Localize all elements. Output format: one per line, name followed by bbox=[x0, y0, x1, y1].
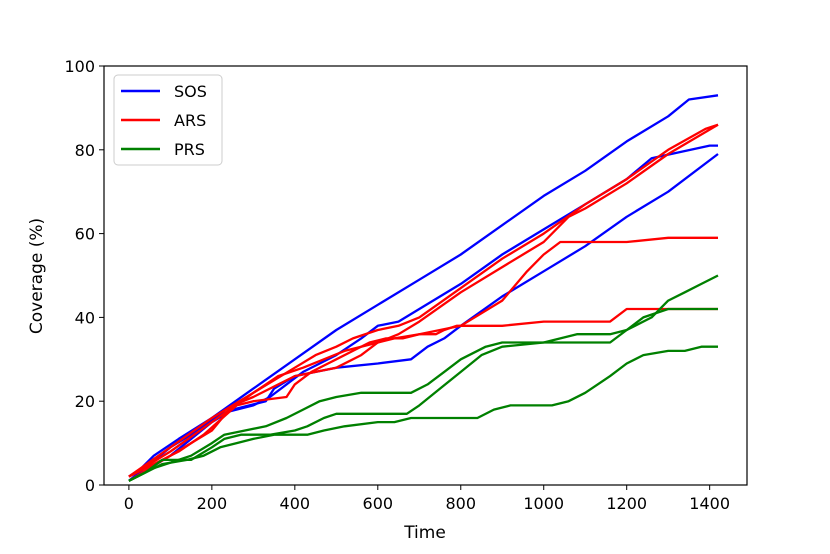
y-tick-label: 100 bbox=[64, 57, 95, 76]
series-line-prs-9 bbox=[128, 307, 718, 482]
plot-area-frame bbox=[103, 65, 748, 486]
series-line-prs-10 bbox=[128, 345, 718, 482]
series-line-ars-7 bbox=[128, 307, 718, 478]
x-axis-ticks: 0 200 400 600 800 1000 1200 1400 bbox=[124, 485, 730, 513]
x-tick-label: 600 bbox=[363, 494, 394, 513]
x-tick-label: 200 bbox=[197, 494, 228, 513]
x-tick-label: 400 bbox=[280, 494, 311, 513]
legend-label-sos: SOS bbox=[174, 82, 207, 101]
series-line-ars-5 bbox=[128, 123, 719, 482]
x-tick-label: 1000 bbox=[523, 494, 564, 513]
x-tick-label: 1400 bbox=[689, 494, 730, 513]
x-tick-label: 0 bbox=[124, 494, 134, 513]
y-tick-label: 0 bbox=[85, 476, 95, 495]
x-axis-label: Time bbox=[403, 523, 446, 543]
series-line-sos-3 bbox=[128, 153, 719, 482]
y-tick-label: 20 bbox=[75, 392, 95, 411]
x-tick-label: 800 bbox=[445, 494, 476, 513]
y-tick-label: 80 bbox=[75, 141, 95, 160]
y-axis-label: Coverage (%) bbox=[27, 218, 47, 334]
legend-box bbox=[113, 74, 223, 166]
x-tick-label: 1200 bbox=[606, 494, 647, 513]
legend: SOS ARS PRS bbox=[113, 74, 223, 166]
y-axis-ticks: 0 20 40 60 80 100 bbox=[64, 57, 104, 495]
y-tick-label: 40 bbox=[75, 308, 95, 327]
legend-label-ars: ARS bbox=[174, 111, 206, 130]
series-line-sos-1 bbox=[128, 94, 719, 478]
series-layer bbox=[128, 94, 719, 482]
y-tick-label: 60 bbox=[75, 225, 95, 244]
legend-label-prs: PRS bbox=[174, 140, 205, 159]
